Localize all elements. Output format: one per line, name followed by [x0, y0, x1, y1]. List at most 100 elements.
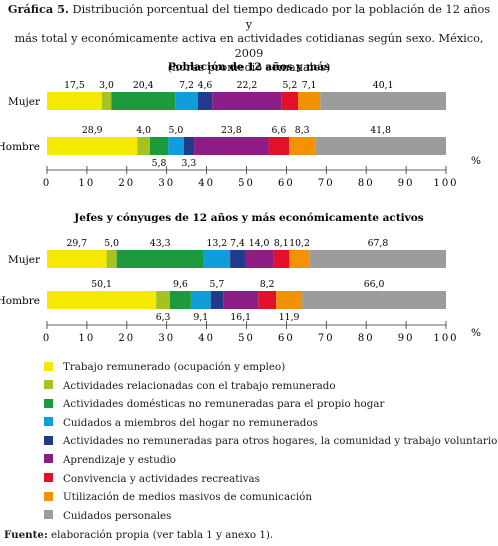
data-label: 16,1 [230, 312, 251, 323]
bar-segment [276, 291, 303, 309]
bar-segment [320, 92, 446, 110]
source-note: Fuente: elaboración propia (ver tabla 1 … [4, 529, 273, 541]
legend-item: Trabajo remunerado (ocupación y empleo) [44, 358, 497, 377]
data-label: 5,2 [283, 80, 298, 91]
title-line-3: (horas promedio semanales) [167, 61, 331, 74]
bar-segment [302, 291, 446, 309]
figure-label: Gráfica 5. [7, 2, 69, 16]
data-label: 3,0 [99, 80, 114, 91]
x-tick-label: 50 [238, 333, 255, 344]
data-label: 66,0 [364, 279, 385, 290]
legend-item: Utilización de medios masivos de comunic… [44, 488, 497, 507]
legend-item: Cuidados personales [44, 507, 497, 526]
data-label: 17,5 [64, 80, 85, 91]
legend-swatch [44, 361, 53, 371]
x-tick-label: 70 [318, 333, 335, 344]
bar-segment [230, 250, 245, 268]
data-label: 67,8 [368, 238, 389, 249]
data-label: 8,2 [260, 279, 275, 290]
legend: Trabajo remunerado (ocupación y empleo) … [44, 358, 497, 525]
bar-segment [289, 137, 316, 155]
x-tick-label: 10 [79, 333, 96, 344]
data-label: 4,6 [198, 80, 213, 91]
bar-segment [244, 250, 274, 268]
x-tick-label: 30 [158, 333, 175, 344]
data-label: 28,9 [82, 125, 103, 136]
x-axis-unit: % [471, 155, 481, 167]
legend-item: Cuidados a miembros del hogar no remuner… [44, 414, 497, 433]
legend-item: Actividades no remuneradas para otros ho… [44, 432, 497, 451]
source-text: elaboración propia (ver tabla 1 y anexo … [51, 529, 274, 541]
data-label: 7,2 [179, 80, 194, 91]
category-label: Mujer [8, 96, 41, 108]
data-label: 7,1 [302, 80, 317, 91]
bar-segment [47, 137, 138, 155]
bar-segment [223, 291, 259, 309]
x-tick-label: 60 [278, 333, 295, 344]
data-label: 6,3 [156, 312, 171, 323]
data-label: 22,2 [237, 80, 258, 91]
x-tick-label: 100 [433, 178, 458, 189]
data-label: 50,1 [91, 279, 112, 290]
data-label: 5,8 [152, 158, 167, 169]
legend-label: Cuidados personales [63, 509, 172, 522]
bar-segment [289, 250, 310, 268]
data-label: 3,3 [182, 158, 197, 169]
bar-segment [175, 92, 198, 110]
panel-title: Jefes y cónyuges de 12 años y más económ… [73, 212, 423, 224]
bar-segment [268, 137, 290, 155]
data-label: 10,2 [289, 238, 310, 249]
data-label: 23,8 [221, 125, 242, 136]
data-label: 8,1 [274, 238, 289, 249]
bar-segment [149, 137, 169, 155]
legend-label: Actividades domésticas no remuneradas pa… [63, 398, 385, 411]
stacked-bar-charts: Población de 12 años y más Mujer 17,5 3,0 20… [0, 61, 481, 344]
x-tick-label: 0 [43, 333, 51, 344]
data-label: 20,4 [133, 80, 154, 91]
source-label: Fuente: [4, 529, 48, 541]
x-tick-label: 60 [278, 178, 295, 189]
legend-swatch [44, 510, 53, 520]
bar-segment [106, 250, 117, 268]
category-label: Hombre [0, 295, 40, 307]
title-line-1: Distribución porcentual del tiempo dedic… [72, 3, 491, 31]
bar-segment [258, 291, 277, 309]
data-label: 7,4 [230, 238, 245, 249]
legend-label: Convivencia y actividades recreativas [63, 472, 260, 485]
bar-segment [101, 92, 112, 110]
x-tick-label: 90 [398, 333, 415, 344]
data-label: 13,2 [207, 238, 228, 249]
data-label: 5,0 [104, 238, 119, 249]
x-axis-unit: % [471, 327, 481, 339]
bar-segment [273, 250, 290, 268]
legend-item: Convivencia y actividades recreativas [44, 470, 497, 489]
data-label: 43,3 [150, 238, 171, 249]
bar-segment [281, 92, 299, 110]
legend-item: Aprendizaje y estudio [44, 451, 497, 470]
bar-segment [111, 92, 176, 110]
bar-segment [197, 92, 213, 110]
category-label: Mujer [8, 254, 41, 266]
legend-label: Cuidados a miembros del hogar no remuner… [63, 416, 318, 429]
legend-label: Actividades relacionadas con el trabajo … [63, 379, 336, 392]
bar-segment [116, 250, 204, 268]
legend-label: Trabajo remunerado (ocupación y empleo) [63, 361, 286, 373]
data-label: 4,0 [136, 125, 151, 136]
bar-segment [156, 291, 170, 309]
legend-swatch [44, 473, 53, 483]
legend-swatch [44, 417, 53, 427]
legend-label: Aprendizaje y estudio [63, 453, 177, 466]
data-label: 41,8 [370, 125, 391, 136]
data-label: 5,7 [210, 279, 225, 290]
bar-segment [210, 291, 224, 309]
x-tick-label: 50 [238, 178, 255, 189]
x-tick-label: 80 [358, 333, 375, 344]
data-label: 11,9 [279, 312, 300, 323]
x-tick-label: 100 [433, 333, 458, 344]
bar-segment [190, 291, 211, 309]
legend-swatch [44, 454, 53, 464]
data-label: 40,1 [373, 80, 394, 91]
category-label: Hombre [0, 141, 40, 153]
legend-label: Actividades no remuneradas para otros ho… [63, 435, 498, 448]
data-label: 14,0 [249, 238, 270, 249]
